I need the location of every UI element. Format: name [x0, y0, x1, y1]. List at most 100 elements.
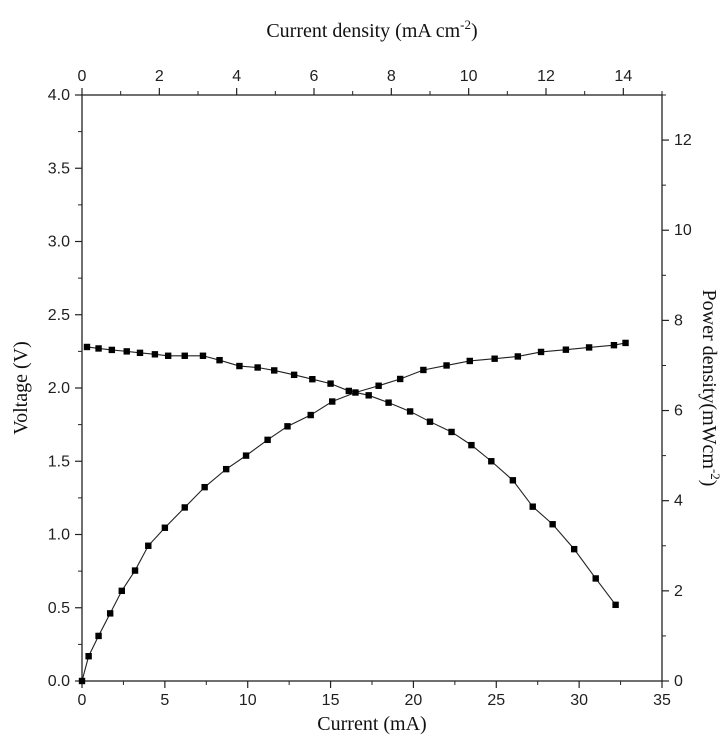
- power-density-point: [181, 504, 188, 511]
- voltage-point: [236, 362, 243, 370]
- top-x-tick-label: 10: [460, 68, 478, 85]
- right-y-axis-label-superscript: -2: [708, 469, 720, 480]
- power-density-point: [264, 436, 271, 444]
- top-x-axis-label: Current density (mA cm-2): [266, 17, 477, 42]
- bottom-x-tick-label: 20: [405, 692, 423, 709]
- top-x-tick-label: 14: [614, 68, 632, 85]
- voltage-point: [151, 351, 159, 358]
- right-y-axis-label-end: ): [698, 480, 720, 487]
- power-density-point: [145, 542, 152, 549]
- voltage-point: [612, 601, 619, 609]
- power-density-point: [106, 610, 114, 617]
- voltage-point: [327, 380, 334, 387]
- top-x-axis-label-superscript: -2: [460, 17, 471, 32]
- bottom-x-axis-label: Current (mA): [317, 713, 426, 735]
- voltage-point: [83, 343, 91, 351]
- power-density-point: [284, 423, 291, 430]
- power-density-point: [396, 375, 404, 383]
- voltage-point: [488, 458, 495, 465]
- left-y-tick-label: 1.5: [48, 453, 70, 470]
- left-y-tick-label: 0.5: [48, 600, 70, 617]
- voltage-point: [254, 364, 261, 371]
- power-density-point: [491, 355, 498, 362]
- voltage-point: [529, 503, 536, 510]
- voltage-point: [108, 346, 116, 354]
- power-density-point: [420, 366, 427, 374]
- power-density-point: [466, 357, 473, 365]
- voltage-point: [216, 356, 223, 364]
- power-density-point: [562, 346, 570, 353]
- bottom-x-tick-label: 5: [160, 692, 169, 709]
- power-density-point: [131, 567, 139, 574]
- left-y-tick-label: 0.0: [48, 673, 70, 690]
- power-density-point: [443, 362, 450, 369]
- voltage-point: [123, 348, 130, 355]
- right-y-tick-label: 10: [674, 222, 692, 239]
- voltage-point: [199, 352, 207, 359]
- power-density-point: [352, 389, 359, 396]
- right-y-tick-label: 12: [674, 132, 692, 149]
- voltage-point: [426, 418, 434, 425]
- voltage-point: [468, 441, 475, 449]
- power-density-point: [537, 348, 545, 356]
- power-density-point: [585, 344, 593, 351]
- right-y-axis-label-main: Power density(mWcm: [698, 290, 720, 470]
- top-x-tick-label: 12: [537, 68, 555, 85]
- left-y-tick-label: 4.0: [48, 87, 70, 104]
- top-x-axis-label-end: ): [471, 20, 478, 42]
- top-x-tick-label: 6: [310, 68, 319, 85]
- bottom-x-tick-label: 30: [570, 692, 588, 709]
- right-y-tick-label: 2: [674, 583, 683, 600]
- top-x-axis-label-main: Current density (mA cm: [266, 20, 460, 42]
- voltage-point: [570, 545, 578, 553]
- top-x-tick-label: 8: [387, 68, 396, 85]
- voltage-point: [385, 399, 392, 406]
- voltage-point: [95, 345, 102, 352]
- voltage-point: [549, 521, 556, 528]
- voltage-series-line: [86, 346, 617, 606]
- voltage-point: [271, 367, 278, 374]
- left-y-tick-label: 2.0: [48, 380, 70, 397]
- voltage-point: [448, 428, 455, 436]
- bottom-x-tick-label: 0: [78, 692, 87, 709]
- right-y-tick-label: 6: [674, 403, 683, 420]
- voltage-point: [290, 371, 298, 379]
- top-x-tick-label: 2: [155, 68, 164, 85]
- left-y-tick-label: 3.5: [48, 160, 70, 177]
- voltage-point: [406, 408, 414, 415]
- power-density-point: [242, 452, 250, 459]
- power-density-point: [222, 465, 230, 473]
- right-y-tick-label: 4: [674, 493, 683, 510]
- power-density-point: [329, 398, 336, 405]
- power-density-point: [95, 632, 102, 640]
- bottom-x-tick-label: 15: [322, 692, 340, 709]
- power-density-point: [161, 524, 169, 531]
- bottom-x-tick-label: 10: [239, 692, 257, 709]
- left-y-axis-label: Voltage (V): [10, 341, 32, 435]
- voltage-point: [365, 392, 372, 399]
- left-y-tick-label: 2.5: [48, 307, 70, 324]
- top-x-tick-label: 0: [78, 68, 87, 85]
- top-x-tick-label: 4: [232, 68, 241, 85]
- right-y-tick-label: 0: [674, 673, 683, 690]
- power-density-point: [85, 653, 92, 660]
- power-density-point: [118, 587, 125, 595]
- bottom-x-tick-label: 25: [487, 692, 505, 709]
- voltage-point: [345, 387, 352, 395]
- right-y-tick-label: 8: [674, 312, 683, 329]
- voltage-point: [164, 352, 172, 359]
- voltage-point: [592, 575, 599, 582]
- left-y-tick-label: 3.0: [48, 234, 70, 251]
- voltage-point: [136, 349, 144, 357]
- power-density-point: [622, 339, 629, 347]
- power-density-point: [514, 353, 522, 360]
- voltage-point: [181, 352, 188, 359]
- voltage-point: [509, 477, 517, 484]
- right-y-axis-label: Power density(mWcm-2): [698, 290, 720, 487]
- bottom-x-tick-label: 35: [653, 692, 671, 709]
- left-y-tick-label: 1.0: [48, 527, 70, 544]
- power-density-point: [78, 677, 86, 685]
- voltage-point: [309, 376, 316, 383]
